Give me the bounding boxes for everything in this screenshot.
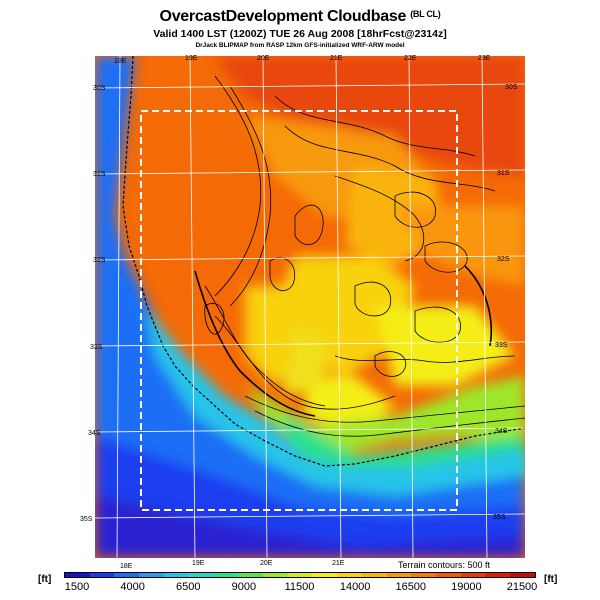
- colorbar-swatch: [386, 573, 412, 577]
- map-title: OvercastDevelopment Cloudbase (BL CL): [0, 8, 600, 26]
- terrain-contour-note: Terrain contours: 500 ft: [398, 560, 491, 570]
- lat-label-right: 32S: [497, 256, 510, 263]
- lat-label-left: 35S: [80, 516, 93, 523]
- colorbar-tick-label: 9000: [231, 581, 257, 593]
- lat-label-left: 30S: [93, 85, 106, 92]
- map-credit: DrJack BLIPMAP from RASP 12km GFS-initia…: [195, 42, 405, 49]
- colorbar-unit-right: [ft]: [544, 574, 558, 585]
- colorbar-swatch: [65, 573, 90, 577]
- colorbar-swatch: [485, 573, 511, 577]
- colorbar-swatch: [188, 573, 214, 577]
- cloudbase-map: [95, 56, 525, 558]
- colorbar-tick-label: 1500: [64, 581, 90, 593]
- lon-label-bottom: 20E: [260, 560, 273, 567]
- colorbar-swatch: [510, 573, 535, 577]
- colorbar-unit-left: [ft]: [38, 574, 52, 585]
- colorbar-tick-label: 14000: [339, 581, 371, 593]
- colorbar-swatch: [312, 573, 338, 577]
- lat-label-right: 33S: [495, 342, 508, 349]
- map-field: [95, 56, 525, 558]
- lon-label-top: 23E: [478, 55, 491, 62]
- lon-label-top: 18E: [114, 58, 127, 65]
- colorbar-tick-label: 21500: [506, 581, 538, 593]
- colorbar-tick-label: 16500: [395, 581, 427, 593]
- title-text: OvercastDevelopment Cloudbase: [159, 8, 407, 25]
- colorbar-tick-label: 4000: [120, 581, 145, 593]
- lon-label-top: 22E: [404, 55, 417, 62]
- colorbar-swatch: [460, 573, 486, 577]
- colorbar-swatch: [361, 573, 387, 577]
- lon-label-bottom: 19E: [192, 560, 205, 567]
- lon-label-top: 19E: [185, 55, 198, 62]
- lat-label-right: 35S: [493, 514, 506, 521]
- lat-label-right: 31S: [497, 170, 510, 177]
- lat-label-left: 32S: [93, 257, 106, 264]
- lat-label-left: 34S: [88, 430, 101, 437]
- lon-label-bottom: 18E: [120, 563, 133, 570]
- lon-label-top: 21E: [330, 55, 343, 62]
- colorbar-tick-label: 6500: [176, 581, 201, 593]
- colorbar-swatch: [163, 573, 189, 577]
- colorbar-swatch: [114, 573, 140, 577]
- colorbar-tick-label: 11500: [284, 581, 315, 593]
- title-qualifier: (BL CL): [410, 9, 441, 19]
- colorbar-swatch: [213, 573, 239, 577]
- colorbar-swatch: [89, 573, 115, 577]
- colorbar-swatch: [262, 573, 288, 577]
- lon-label-top: 20E: [257, 55, 270, 62]
- colorbar-swatch: [287, 573, 313, 577]
- colorbar-swatch: [337, 573, 362, 577]
- colorbar-tick-label: 19000: [451, 581, 482, 593]
- colorbar-swatch: [436, 573, 461, 577]
- colorbar-swatch: [139, 573, 164, 577]
- lon-label-bottom: 21E: [332, 560, 345, 567]
- colorbar: [64, 572, 536, 578]
- colorbar-swatch: [411, 573, 437, 577]
- lat-label-left: 33S: [90, 344, 103, 351]
- lat-label-left: 31S: [93, 171, 106, 178]
- map-subtitle: Valid 1400 LST (1200Z) TUE 26 Aug 2008 […: [153, 28, 447, 40]
- lat-label-right: 30S: [505, 84, 518, 91]
- lat-label-right: 34S: [495, 428, 508, 435]
- colorbar-swatch: [238, 573, 263, 577]
